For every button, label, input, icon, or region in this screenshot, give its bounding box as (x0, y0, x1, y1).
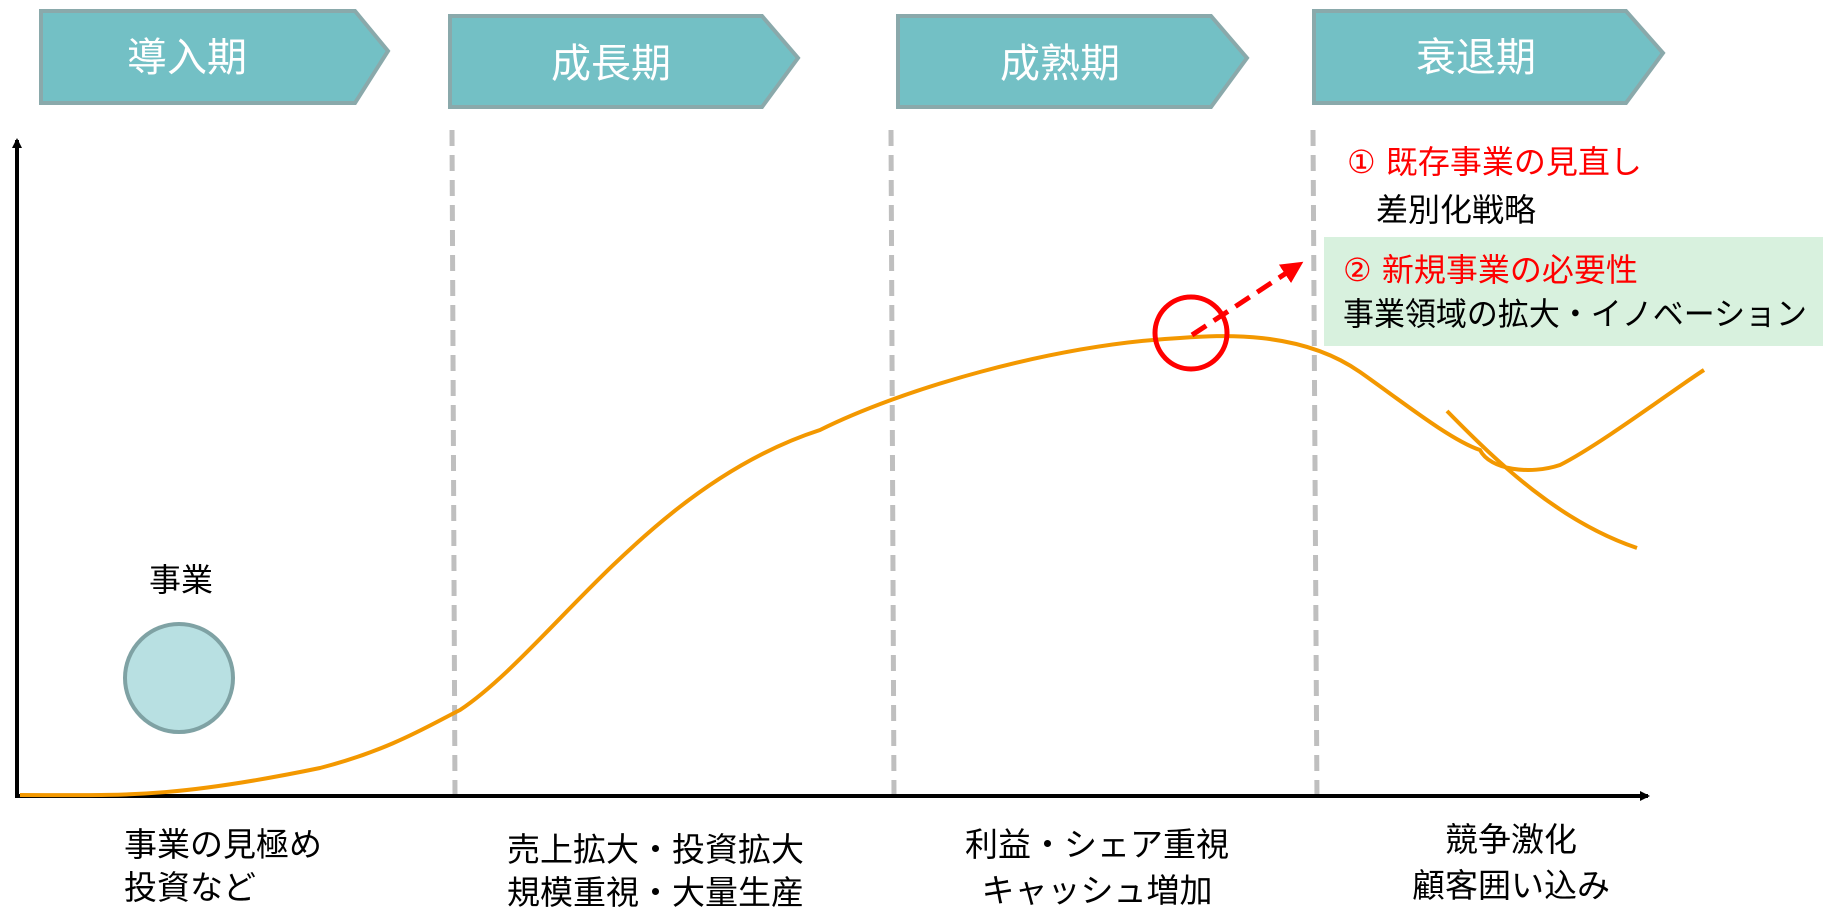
new-business-box (1324, 237, 1823, 346)
phase-label-introduction: 導入期 (127, 35, 247, 81)
turning-point-circle (1152, 294, 1230, 372)
phase-banner-introduction: 導入期 (39, 9, 391, 105)
life-cycle-curve (19, 334, 1706, 798)
phase-description-introduction-line1: 事業の見極め (124, 825, 322, 864)
phase-description-introduction-line2: 投資など (124, 868, 256, 907)
phase-divider-2 (888, 129, 897, 799)
innovation-arrow (1190, 261, 1304, 338)
phase-description-decline-line1: 競争激化 (1445, 820, 1577, 859)
phase-banner-decline: 衰退期 (1312, 9, 1666, 105)
phase-description-growth-line1: 売上拡大・投資拡大 (507, 830, 804, 869)
business-circle (123, 622, 235, 734)
phase-label-decline: 衰退期 (1416, 35, 1536, 81)
phase-divider-3 (1310, 129, 1320, 805)
new-business-detail: 事業領域の拡大・イノベーション (1343, 295, 1807, 333)
existing-business-detail: 差別化戦略 (1376, 191, 1536, 229)
phase-description-maturity-line1: 利益・シェア重視 (965, 825, 1229, 864)
new-business-title: ② 新規事業の必要性 (1343, 251, 1638, 289)
phase-description-growth-line2: 規模重視・大量生産 (507, 873, 804, 911)
phase-divider-1 (449, 129, 458, 799)
phase-description-maturity-line2: キャッシュ増加 (982, 871, 1213, 910)
business-label: 事業 (149, 561, 213, 599)
phase-banner-growth: 成長期 (448, 14, 801, 109)
existing-business-title: ① 既存事業の見直し (1347, 143, 1642, 181)
phase-label-maturity: 成熟期 (1000, 41, 1120, 87)
decline-curve-branch (1445, 409, 1638, 550)
phase-banner-maturity: 成熟期 (896, 14, 1250, 109)
phase-description-decline-line2: 顧客囲い込み (1412, 866, 1610, 905)
phase-label-growth: 成長期 (551, 41, 671, 87)
